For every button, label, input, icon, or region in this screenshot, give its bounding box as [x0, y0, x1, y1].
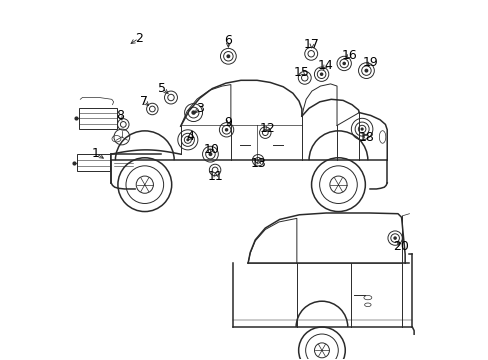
Circle shape — [342, 62, 346, 65]
Text: 2: 2 — [135, 32, 142, 45]
Text: 10: 10 — [203, 143, 219, 156]
Text: 9: 9 — [224, 116, 232, 129]
Circle shape — [392, 236, 396, 240]
Text: 19: 19 — [362, 56, 378, 69]
Text: 11: 11 — [207, 170, 223, 183]
Circle shape — [186, 138, 189, 141]
Text: 12: 12 — [260, 122, 275, 135]
Text: 6: 6 — [224, 33, 232, 47]
Text: 5: 5 — [158, 82, 166, 95]
Circle shape — [208, 152, 212, 156]
Text: 4: 4 — [186, 130, 194, 144]
Text: 17: 17 — [304, 38, 319, 51]
Text: 16: 16 — [341, 49, 357, 62]
Text: 18: 18 — [358, 131, 374, 144]
Text: 20: 20 — [392, 240, 408, 253]
Circle shape — [364, 69, 367, 73]
Text: 13: 13 — [250, 157, 266, 170]
Text: 3: 3 — [195, 102, 203, 115]
Circle shape — [224, 128, 228, 132]
Text: 15: 15 — [293, 66, 309, 79]
Text: 8: 8 — [116, 109, 123, 122]
Text: 7: 7 — [140, 95, 148, 108]
Circle shape — [191, 110, 195, 115]
Text: 1: 1 — [92, 147, 100, 159]
Circle shape — [319, 72, 323, 76]
Circle shape — [360, 127, 363, 131]
Circle shape — [226, 54, 230, 58]
Text: 14: 14 — [317, 59, 333, 72]
